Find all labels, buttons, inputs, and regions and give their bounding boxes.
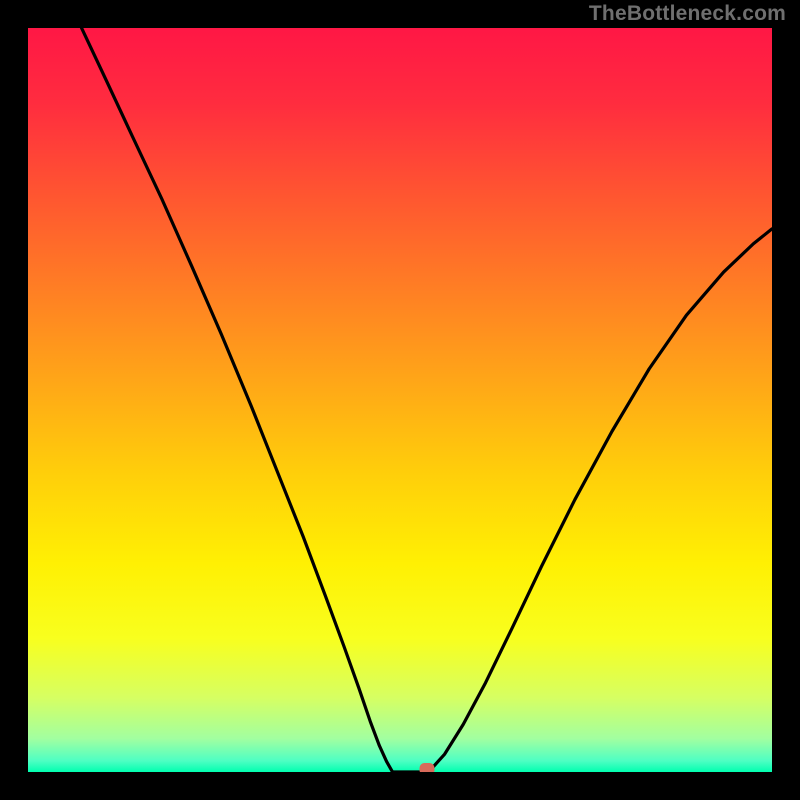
- optimal-point-marker: [419, 763, 434, 772]
- bottleneck-curve: [28, 28, 772, 772]
- chart-plot-area: [28, 28, 772, 772]
- watermark-label: TheBottleneck.com: [589, 2, 786, 26]
